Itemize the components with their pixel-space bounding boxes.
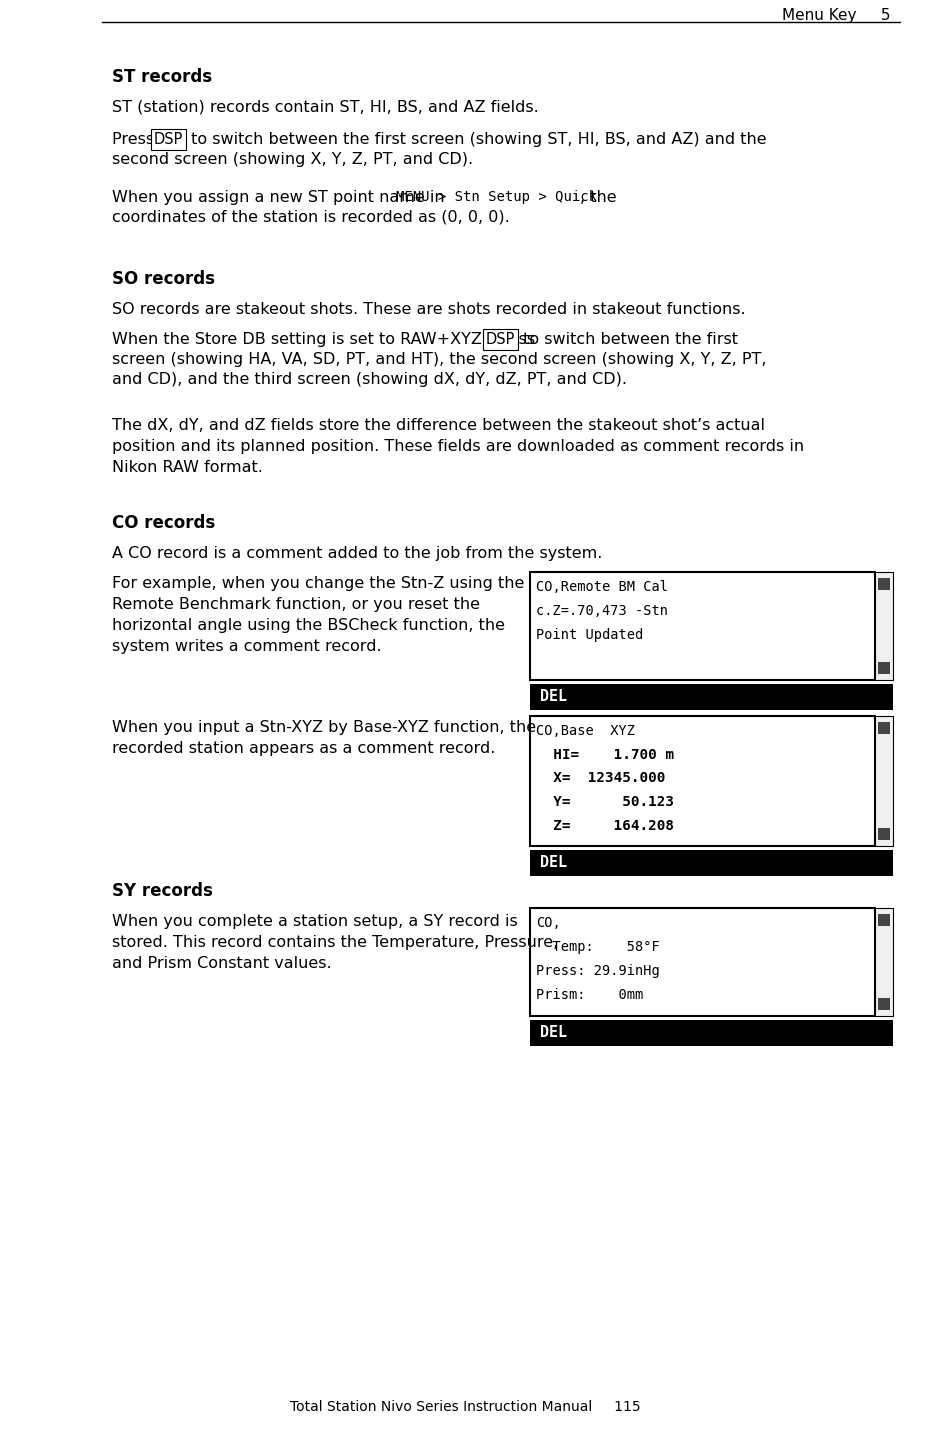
Text: Z=     164.208: Z= 164.208 [536,819,674,832]
Bar [878,914,890,927]
Text: to switch between the first: to switch between the first [518,332,738,347]
Bar [878,998,890,1010]
Text: DSP: DSP [486,332,515,347]
Text: SY records: SY records [112,882,213,899]
Text: DEL: DEL [540,689,567,705]
Text: ST (station) records contain ST, HI, BS, and AZ fields.: ST (station) records contain ST, HI, BS,… [112,100,538,115]
Text: The dX, dY, and dZ fields store the difference between the stakeout shot’s actua: The dX, dY, and dZ fields store the diff… [112,418,804,475]
Text: SO records are stakeout shots. These are shots recorded in stakeout functions.: SO records are stakeout shots. These are… [112,302,746,316]
Text: When you input a Stn-XYZ by Base-XYZ function, the
recorded station appears as a: When you input a Stn-XYZ by Base-XYZ fun… [112,720,536,756]
Bar [530,571,875,680]
Text: When you assign a new ST point name in: When you assign a new ST point name in [112,190,450,205]
Bar [530,1020,893,1045]
Bar [530,684,893,710]
Bar [878,828,890,841]
Text: DEL: DEL [540,1025,567,1040]
Text: SO records: SO records [112,271,215,288]
Bar [878,579,890,590]
Text: CO records: CO records [112,514,215,533]
Bar [875,908,893,1015]
Text: X=  12345.000: X= 12345.000 [536,772,665,785]
Bar [530,908,875,1015]
Text: Y=      50.123: Y= 50.123 [536,795,674,809]
Text: screen (showing HA, VA, SD, PT, and HT), the second screen (showing X, Y, Z, PT,: screen (showing HA, VA, SD, PT, and HT),… [112,352,766,367]
Text: DSP: DSP [154,132,183,147]
Text: coordinates of the station is recorded as (0, 0, 0).: coordinates of the station is recorded a… [112,211,510,225]
Bar [875,571,893,680]
Text: , the: , the [580,190,617,205]
Text: to switch between the first screen (showing ST, HI, BS, and AZ) and the: to switch between the first screen (show… [186,132,766,147]
Text: Temp:    58°F: Temp: 58°F [536,939,659,954]
Text: CO,Base  XYZ: CO,Base XYZ [536,725,635,737]
Text: HI=    1.700 m: HI= 1.700 m [536,748,674,762]
Text: ST records: ST records [112,67,212,86]
Text: Prism:    0mm: Prism: 0mm [536,988,644,1002]
Text: Point Updated: Point Updated [536,629,644,642]
Text: Press: 29.9inHg: Press: 29.9inHg [536,964,659,978]
Text: c.Z=.70,473 -Stn: c.Z=.70,473 -Stn [536,604,668,619]
Bar [530,716,875,846]
Text: When the Store DB setting is set to RAW+XYZ, press: When the Store DB setting is set to RAW+… [112,332,540,347]
Text: Menu Key     5: Menu Key 5 [781,9,890,23]
Text: second screen (showing X, Y, Z, PT, and CD).: second screen (showing X, Y, Z, PT, and … [112,152,473,168]
Text: MENU > Stn Setup > Quick: MENU > Stn Setup > Quick [396,190,597,203]
Text: Total Station Nivo Series Instruction Manual     115: Total Station Nivo Series Instruction Ma… [289,1400,641,1413]
Bar [530,851,893,876]
Text: Press: Press [112,132,159,147]
Bar [878,722,890,735]
Text: For example, when you change the Stn-Z using the
Remote Benchmark function, or y: For example, when you change the Stn-Z u… [112,576,525,654]
Text: DEL: DEL [540,855,567,871]
Bar [875,716,893,846]
Text: CO,: CO, [536,916,561,929]
Text: CO,Remote BM Cal: CO,Remote BM Cal [536,580,668,594]
Text: When you complete a station setup, a SY record is
stored. This record contains t: When you complete a station setup, a SY … [112,914,558,971]
Bar [878,662,890,674]
Text: A CO record is a comment added to the job from the system.: A CO record is a comment added to the jo… [112,546,603,561]
Text: and CD), and the third screen (showing dX, dY, dZ, PT, and CD).: and CD), and the third screen (showing d… [112,372,627,387]
